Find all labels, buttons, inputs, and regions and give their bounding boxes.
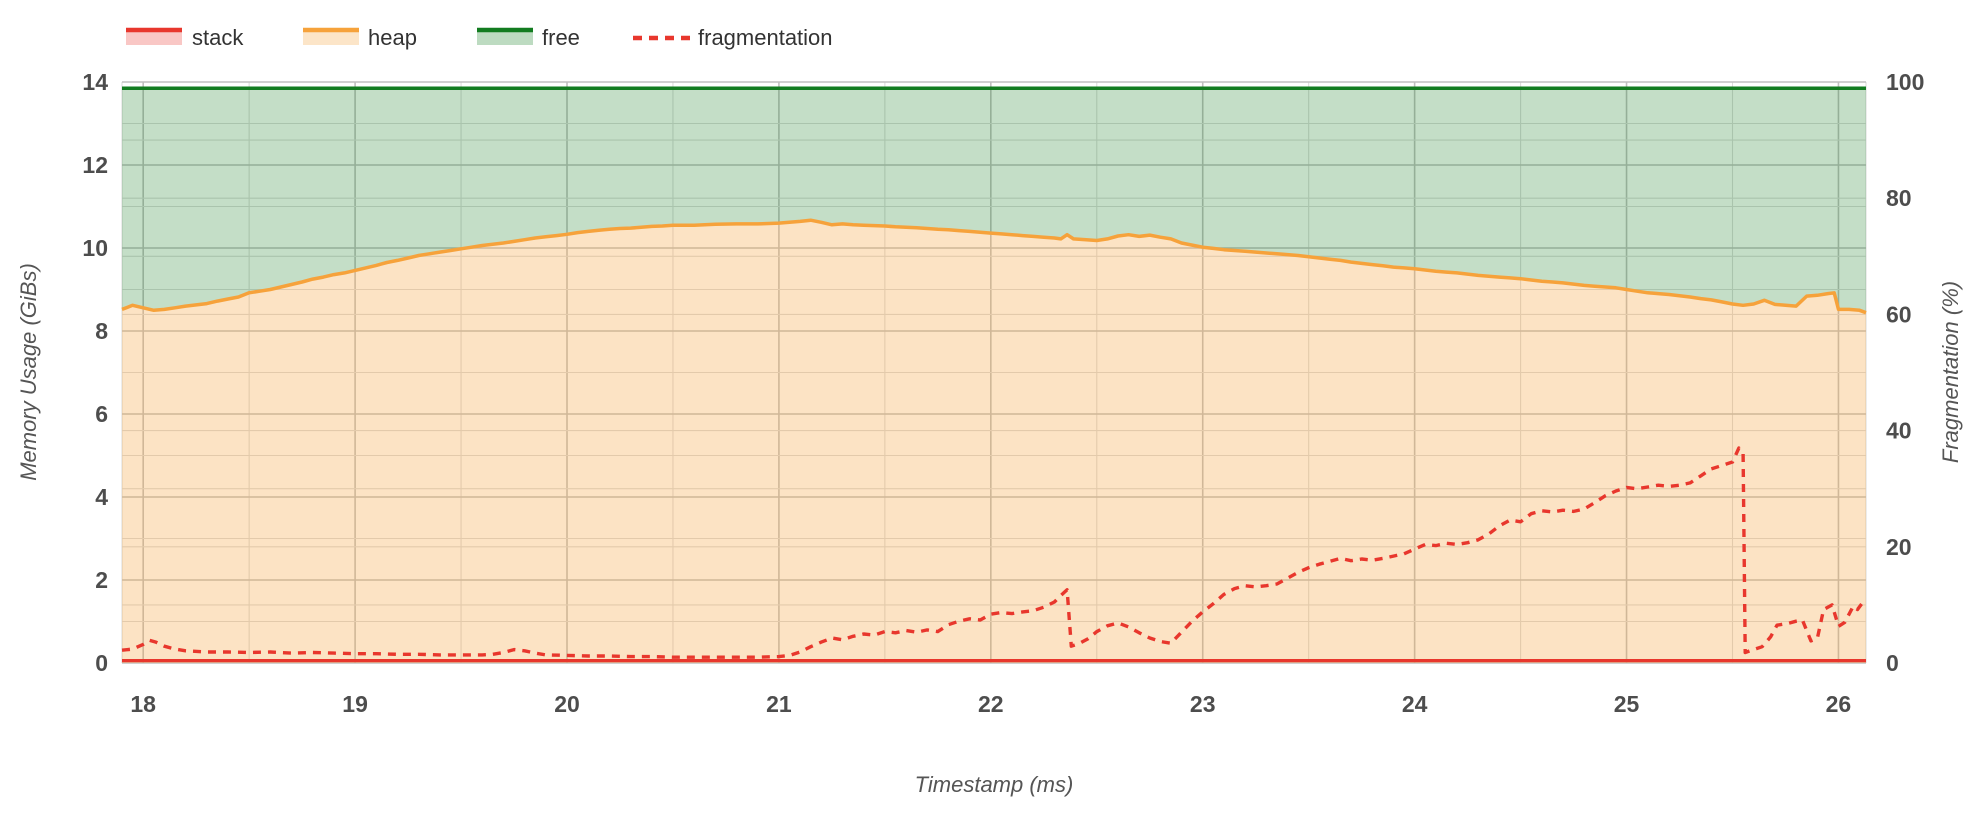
y-left-tick-label: 14: [82, 69, 108, 95]
fragmentation-line: [121, 446, 1867, 659]
y-axis-title-right: Fragmentation (%): [1938, 281, 1963, 463]
legend-swatch-fill: [477, 30, 533, 45]
x-tick-label: 18: [130, 691, 156, 717]
y-left-tick-label: 6: [95, 401, 108, 427]
y-left-tick-label: 2: [95, 567, 108, 593]
x-tick-label: 25: [1614, 691, 1640, 717]
x-axis-title: Timestamp (ms): [915, 772, 1074, 797]
x-tick-label: 19: [342, 691, 368, 717]
legend-item-free: free: [477, 25, 580, 50]
y-left-tick-label: 4: [95, 484, 108, 510]
free-area: [122, 88, 1866, 313]
y-left-tick-label: 10: [82, 235, 108, 261]
y-right-tick-label: 100: [1886, 69, 1924, 95]
y-left-tick-label: 12: [82, 152, 108, 178]
legend-item-heap: heap: [303, 25, 417, 50]
x-tick-label: 22: [978, 691, 1004, 717]
y-right-tick-label: 20: [1886, 534, 1912, 560]
legend-label: heap: [368, 25, 417, 50]
x-tick-label: 26: [1826, 691, 1852, 717]
legend-label: fragmentation: [698, 25, 833, 50]
y-right-tick-label: 60: [1886, 301, 1912, 327]
heap-area: [122, 220, 1866, 663]
legend-item-fragmentation: fragmentation: [633, 25, 833, 50]
legend-label: stack: [192, 25, 244, 50]
y-left-tick-label: 8: [95, 318, 108, 344]
y-right-tick-label: 80: [1886, 185, 1912, 211]
legend-swatch-fill: [126, 30, 182, 45]
y-right-tick-label: 0: [1886, 650, 1899, 676]
heap-line: [121, 218, 1867, 315]
x-tick-label: 23: [1190, 691, 1216, 717]
x-tick-label: 20: [554, 691, 580, 717]
y-axis-title-left: Memory Usage (GiBs): [16, 263, 41, 481]
legend-label: free: [542, 25, 580, 50]
x-tick-label: 21: [766, 691, 792, 717]
legend-item-stack: stack: [126, 25, 244, 50]
legend-swatch-fill: [303, 30, 359, 45]
x-tick-label: 24: [1402, 691, 1428, 717]
y-left-tick-label: 0: [95, 650, 108, 676]
y-right-tick-label: 40: [1886, 418, 1912, 444]
